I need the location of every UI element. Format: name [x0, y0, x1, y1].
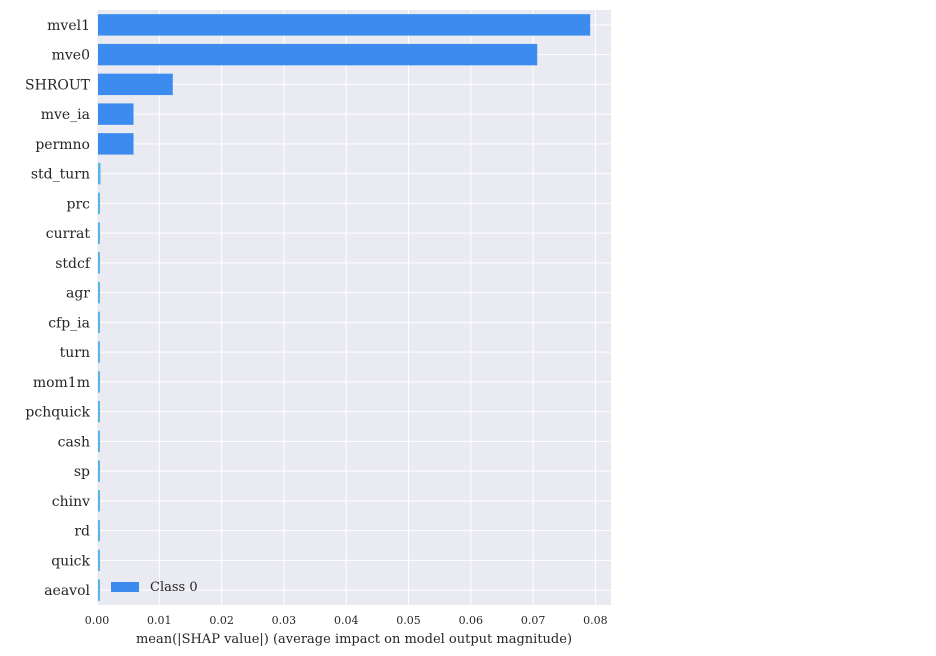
y-tick-label-quick: quick [51, 553, 90, 569]
bar-pchquick [98, 400, 100, 423]
y-tick-label-turn: turn [60, 345, 90, 361]
legend-label-class-0: Class 0 [150, 580, 198, 595]
y-tick-label-pchquick: pchquick [25, 405, 90, 421]
bar-rd [98, 519, 100, 542]
x-tick-label-1: 0.01 [147, 614, 172, 627]
y-tick-label-mve0: mve0 [52, 48, 90, 64]
bar-std_turn [98, 162, 101, 185]
y-tick-label-aeavol: aeavol [44, 583, 90, 599]
bar-permno [98, 133, 134, 155]
plot-background [97, 10, 611, 605]
y-tick-label-mom1m: mom1m [33, 375, 90, 391]
y-tick-label-agr: agr [66, 286, 90, 302]
bar-agr [98, 281, 100, 304]
legend: Class 0 [111, 580, 198, 595]
x-tick-label-3: 0.03 [272, 614, 297, 627]
y-tick-label-cash: cash [58, 434, 90, 450]
y-tick-label-permno: permno [35, 137, 90, 153]
bar-aeavol [98, 579, 100, 601]
bar-prc [98, 192, 100, 215]
y-tick-label-rd: rd [74, 524, 90, 540]
bar-sp [98, 460, 100, 482]
legend-swatch-class-0 [111, 582, 139, 592]
grid-lines [96, 10, 611, 605]
y-tick-label-mvel1: mvel1 [47, 18, 90, 34]
x-tick-label-2: 0.02 [209, 614, 234, 627]
y-tick-label-currat: currat [46, 226, 91, 242]
bar-stdcf [98, 252, 100, 274]
y-tick-label-mve_ia: mve_ia [41, 107, 90, 123]
bars [98, 14, 591, 601]
bar-cash [98, 430, 100, 453]
bar-cfp_ia [98, 311, 100, 334]
x-axis-label: mean(|SHAP value|) (average impact on mo… [136, 632, 572, 647]
y-tick-label-sp: sp [74, 464, 90, 480]
bar-currat [98, 222, 100, 244]
bar-mve0 [98, 43, 538, 66]
y-tick-label-cfp_ia: cfp_ia [48, 315, 90, 331]
x-tick-label-7: 0.07 [521, 614, 546, 627]
bar-chinv [98, 490, 100, 512]
bar-SHROUT [98, 73, 173, 96]
y-tick-label-stdcf: stdcf [55, 256, 92, 272]
y-tick-label-SHROUT: SHROUT [25, 77, 91, 93]
x-tick-label-6: 0.06 [459, 614, 484, 627]
bar-quick [98, 549, 100, 572]
bar-mve_ia [98, 103, 134, 125]
bar-mvel1 [98, 14, 591, 36]
y-tick-label-chinv: chinv [52, 494, 90, 510]
bar-turn [98, 341, 100, 363]
y-tick-label-std_turn: std_turn [31, 167, 90, 183]
y-tick-label-prc: prc [67, 196, 91, 212]
x-tick-labels: 0.00 0.01 0.02 0.03 0.04 0.05 0.06 0.07 0.08 [85, 614, 608, 627]
x-tick-label-8: 0.08 [583, 614, 608, 627]
x-tick-label-4: 0.04 [334, 614, 359, 627]
x-tick-label-0: 0.00 [85, 614, 110, 627]
x-tick-label-5: 0.05 [396, 614, 421, 627]
bar-mom1m [98, 371, 100, 393]
